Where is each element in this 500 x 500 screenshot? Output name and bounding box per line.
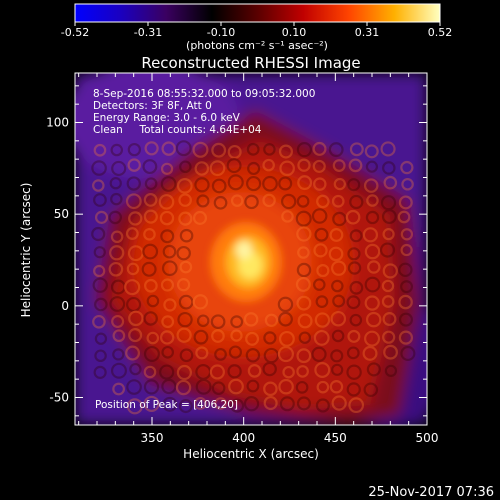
timestamp: 25-Nov-2017 07:36 bbox=[368, 485, 494, 500]
annotation-clean-counts: Clean Total counts: 4.64E+04 bbox=[93, 124, 262, 136]
colorbar-tick-label: 0.31 bbox=[355, 26, 380, 39]
image-area bbox=[75, 73, 427, 425]
annotation-detectors: Detectors: 3F 8F, Att 0 bbox=[93, 100, 212, 112]
colorbar-unit-label: (photons cm⁻² s⁻¹ asec⁻²) bbox=[186, 39, 328, 52]
chart-title: Reconstructed RHESSI Image bbox=[141, 54, 360, 72]
colorbar-gradient bbox=[74, 3, 441, 23]
y-tick-label: 100 bbox=[46, 116, 69, 130]
colorbar-tick-label: -0.10 bbox=[207, 26, 235, 39]
annotation-energy-range: Energy Range: 3.0 - 6.0 keV bbox=[93, 112, 241, 124]
annotation-time-range: 8-Sep-2016 08:55:32.000 to 09:05:32.000 bbox=[93, 88, 315, 100]
x-axis-label: Heliocentric X (arcsec) bbox=[183, 447, 319, 461]
plot-frame bbox=[74, 72, 428, 426]
x-tick-label: 400 bbox=[232, 431, 255, 445]
annotations: 8-Sep-2016 08:55:32.000 to 09:05:32.000 … bbox=[93, 88, 315, 411]
x-tick-label: 350 bbox=[141, 431, 164, 445]
colorbar-tick-label: 0.10 bbox=[282, 26, 307, 39]
colorbar: -0.52 -0.31 -0.10 0.10 0.31 0.52 (photons cm⁻… bbox=[61, 3, 452, 52]
y-tick-label: 0 bbox=[61, 299, 69, 313]
y-tick-label: 50 bbox=[54, 207, 69, 221]
colorbar-tick-label: -0.31 bbox=[134, 26, 162, 39]
x-tick-label: 450 bbox=[324, 431, 347, 445]
colorbar-tick-label: 0.52 bbox=[428, 26, 453, 39]
y-axis-label: Heliocentric Y (arcsec) bbox=[19, 183, 33, 318]
y-tick-label: -50 bbox=[49, 391, 69, 405]
colorbar-tick-label: -0.52 bbox=[61, 26, 89, 39]
annotation-peak-position: Position of Peak = [406,20] bbox=[95, 399, 238, 411]
colorbar-ticks: -0.52 -0.31 -0.10 0.10 0.31 0.52 bbox=[61, 22, 452, 39]
x-tick-label: 500 bbox=[416, 431, 439, 445]
axis-ticks: 350 400 450 500 -50 0 50 100 bbox=[46, 73, 438, 445]
